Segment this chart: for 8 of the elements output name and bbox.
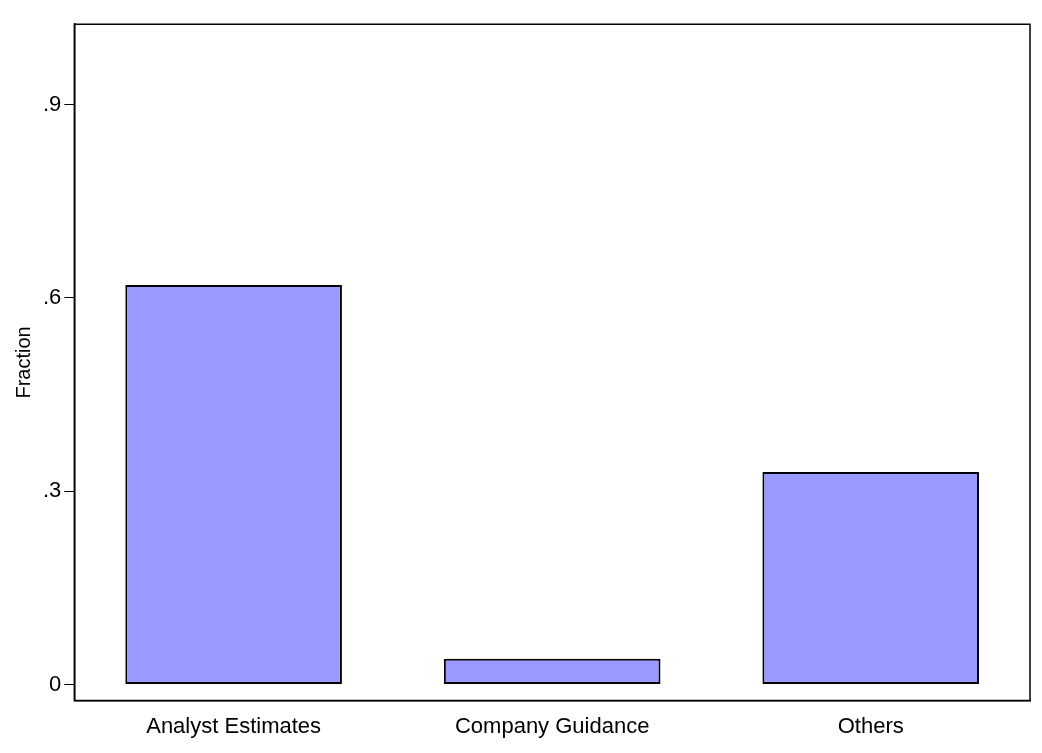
x-tick-label: Analyst Estimates (146, 712, 322, 738)
y-tick-label: .6 (42, 284, 62, 310)
y-axis-title: Fraction (11, 326, 34, 399)
x-tick-label: Company Guidance (454, 712, 650, 738)
y-tick-label: 0 (49, 670, 62, 696)
x-tick-label: Others (837, 712, 904, 738)
y-tick-label: .9 (42, 90, 62, 116)
y-tick-label: .3 (42, 477, 62, 503)
